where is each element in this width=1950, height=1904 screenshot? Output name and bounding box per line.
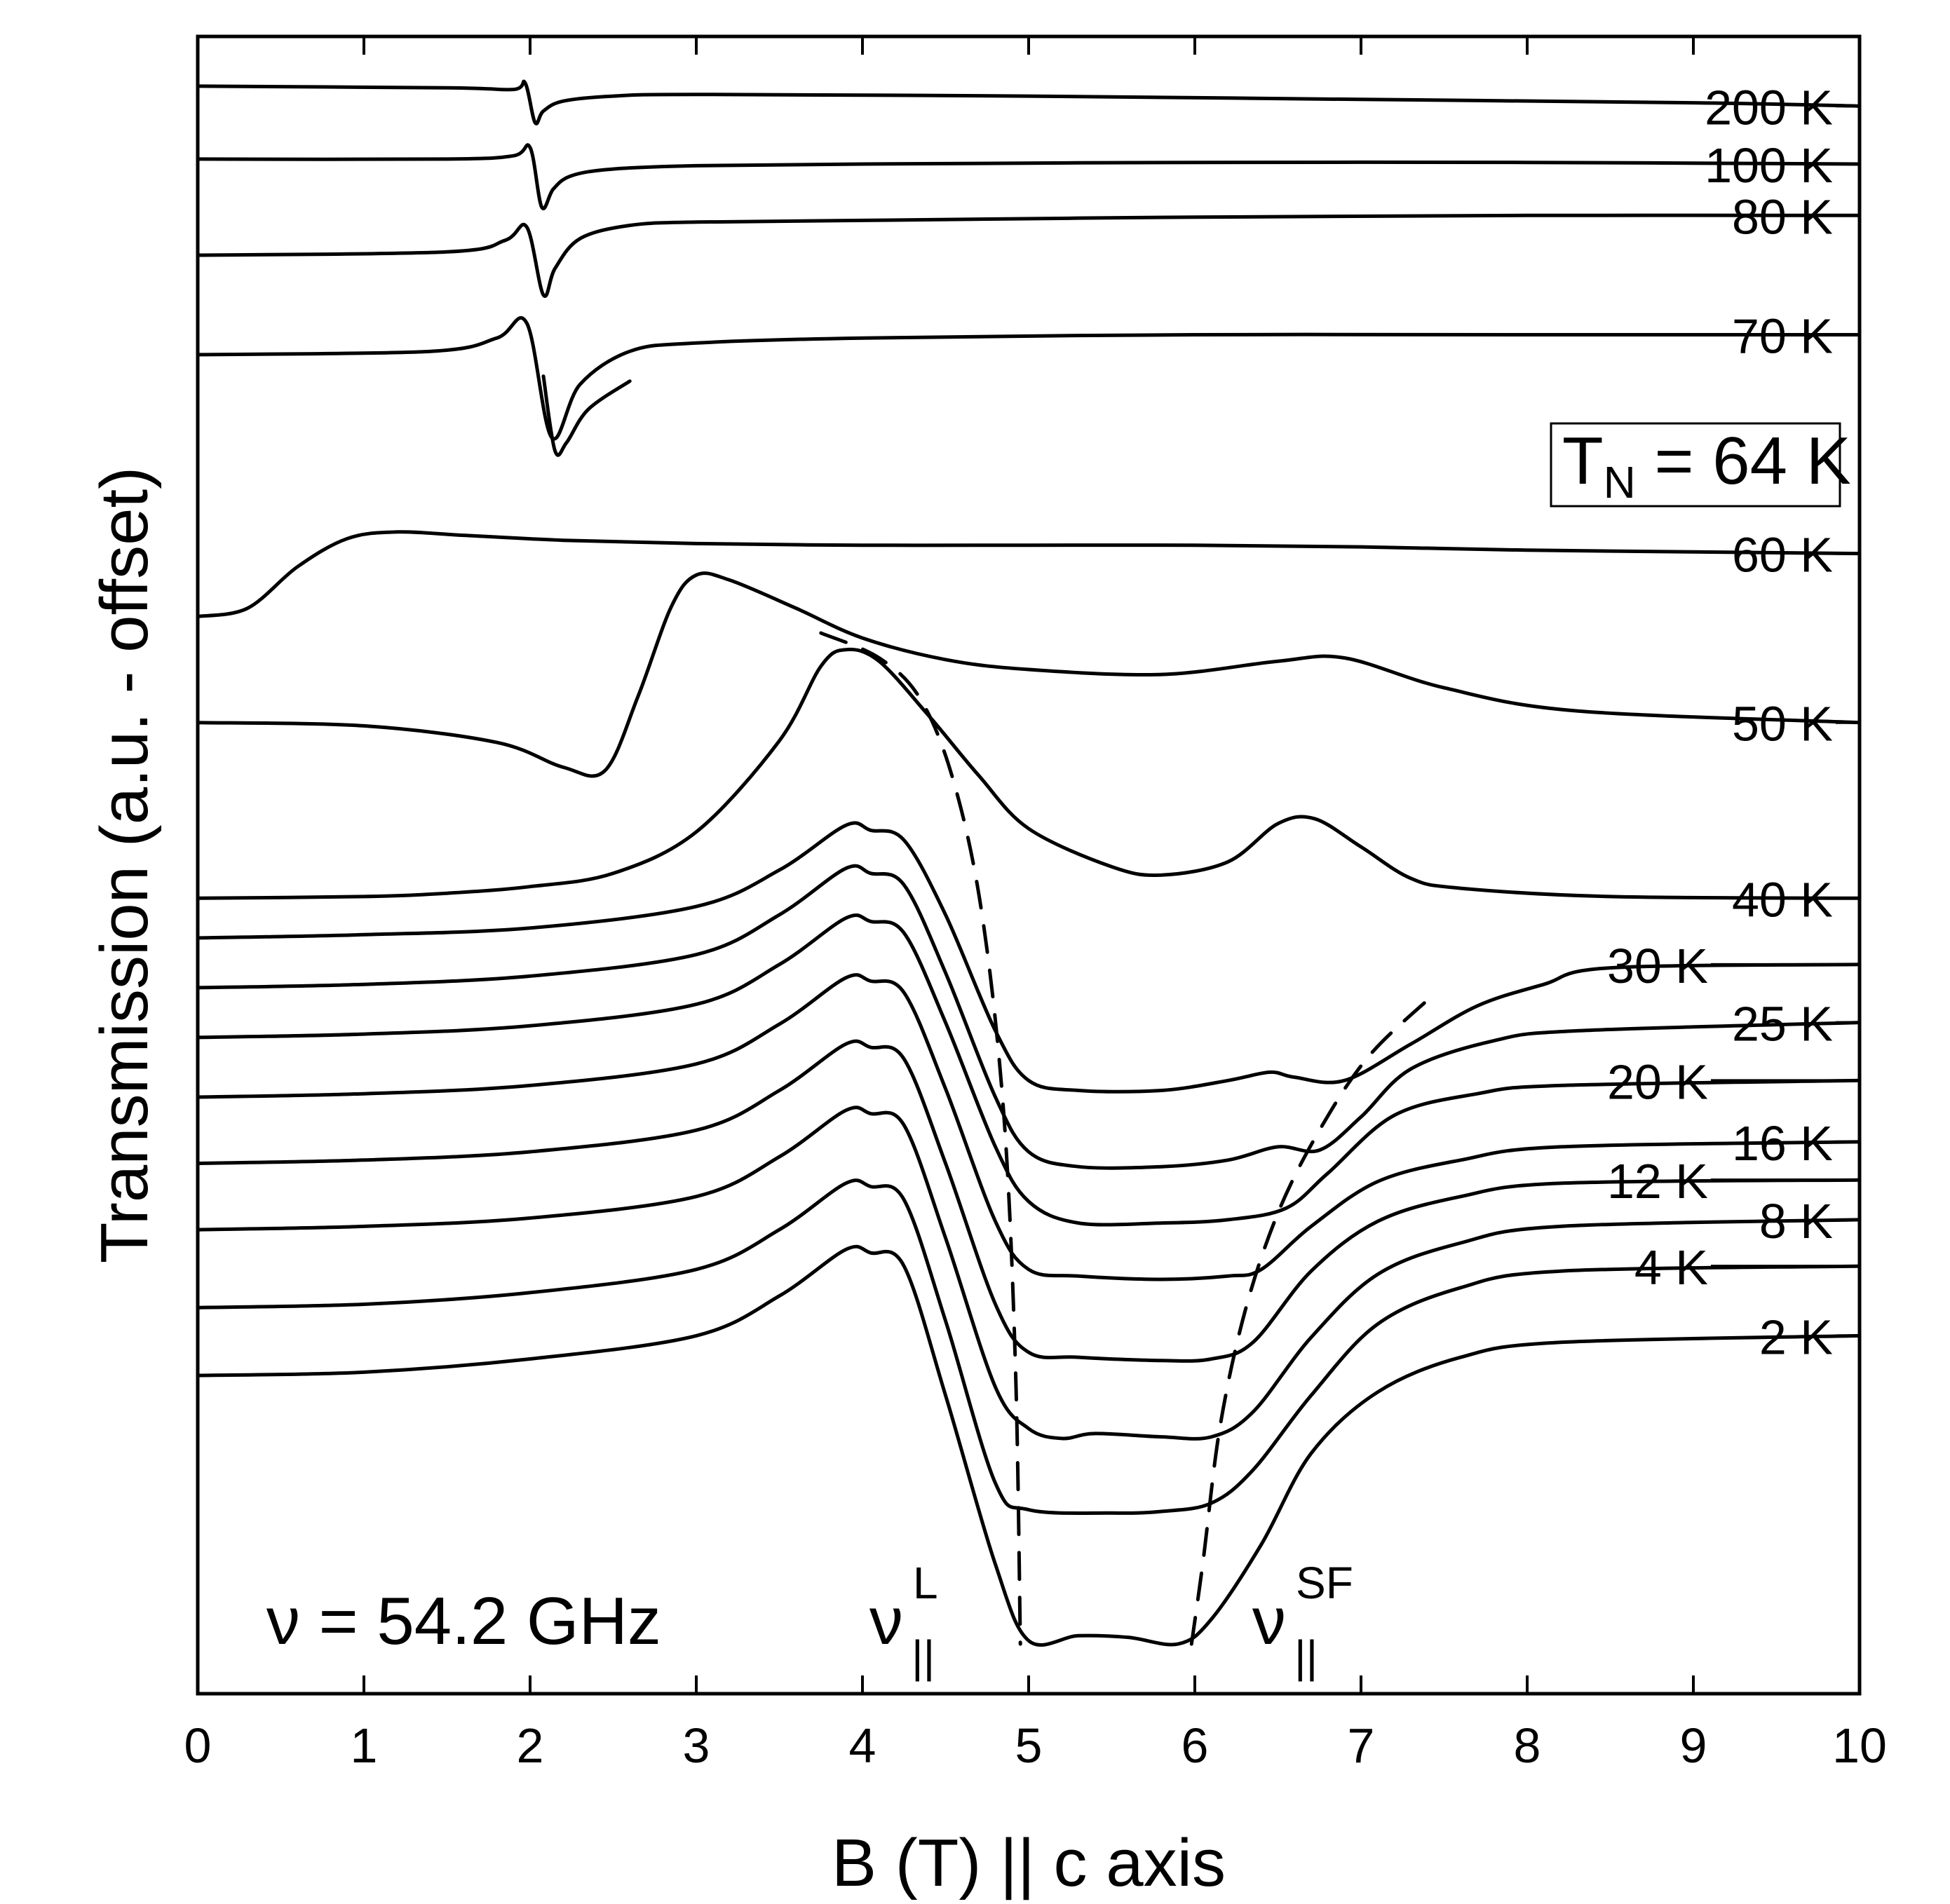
series-50-k [196,571,1862,778]
neel-T: T [1562,423,1604,498]
temperature-label: 16 K [1732,1116,1833,1171]
series-12-k [196,1039,1862,1363]
series-80-k [196,213,1862,299]
plot-frame [196,34,1862,1696]
temperature-label: 40 K [1732,872,1833,927]
series-25-k [196,864,1862,1170]
frequency-annotation: ν = 54.2 GHz [266,1584,661,1659]
neel-temperature-annotation: TN = 64 K [1562,423,1851,508]
temperature-label: 80 K [1732,189,1833,244]
series-sf-guide-dashed [1189,991,1438,1646]
temperature-label: 4 K [1634,1240,1708,1295]
mode-L-sub: || [912,1631,935,1682]
y-axis-title: Transmission (a.u. - offset) [87,467,162,1263]
series-16-k [196,973,1862,1281]
spectra-curves [196,79,1862,1647]
temperature-label: 2 K [1759,1310,1833,1364]
mode-SF-sup: SF [1296,1558,1353,1608]
temperature-label: 30 K [1607,939,1708,993]
series-30-k [196,821,1862,1094]
series-100-k [196,143,1862,211]
series-200-k [196,79,1862,125]
x-tick-label: 10 [1832,1718,1887,1773]
temperature-label: 200 K [1705,80,1833,135]
series-20-k [196,913,1862,1227]
mode-L-sup: L [913,1558,938,1608]
x-tick-label: 2 [517,1718,544,1773]
temperature-label: 100 K [1705,138,1833,193]
mode-SF-symbol: ν [1252,1584,1286,1659]
series-l-guide-dashed [819,631,1022,1646]
temperature-label: 50 K [1732,697,1833,752]
temperature-label: 8 K [1759,1194,1833,1249]
x-tick-label: 9 [1680,1718,1707,1773]
axis-ticks [196,36,1861,1694]
x-tick-label: 7 [1348,1718,1375,1773]
series-4-k [196,1178,1862,1516]
neel-temperature-box [1550,422,1841,508]
x-tick-label: 3 [683,1718,710,1773]
x-tick-label: 5 [1015,1718,1043,1773]
series-60-k [196,530,1862,618]
x-tick-label: 1 [351,1718,378,1773]
x-tick-label: 8 [1514,1718,1541,1773]
series-70-k [196,315,1862,441]
temperature-label: 20 K [1607,1054,1708,1109]
x-tick-label: 4 [849,1718,876,1773]
series-8-k [196,1106,1862,1441]
mode-L-symbol: ν [869,1584,903,1659]
temperature-label: 25 K [1732,997,1833,1052]
series-40-k [196,647,1862,900]
mode-SF-sub: || [1294,1631,1318,1682]
temperature-label: 12 K [1607,1154,1708,1209]
x-tick-labels: 0 1 2 3 4 5 6 7 8 9 10 [184,1718,1887,1773]
x-tick-label: 0 [184,1718,212,1773]
x-axis-title: B (T) || c axis [832,1825,1226,1900]
temperature-label: 60 K [1732,528,1833,583]
temperature-label: 70 K [1732,309,1833,364]
neel-value: = 64 K [1636,423,1851,498]
x-tick-label: 6 [1181,1718,1209,1773]
neel-sub: N [1604,457,1636,508]
series-2-k [196,1244,1862,1647]
series-70-k-lower-branch [541,374,632,457]
